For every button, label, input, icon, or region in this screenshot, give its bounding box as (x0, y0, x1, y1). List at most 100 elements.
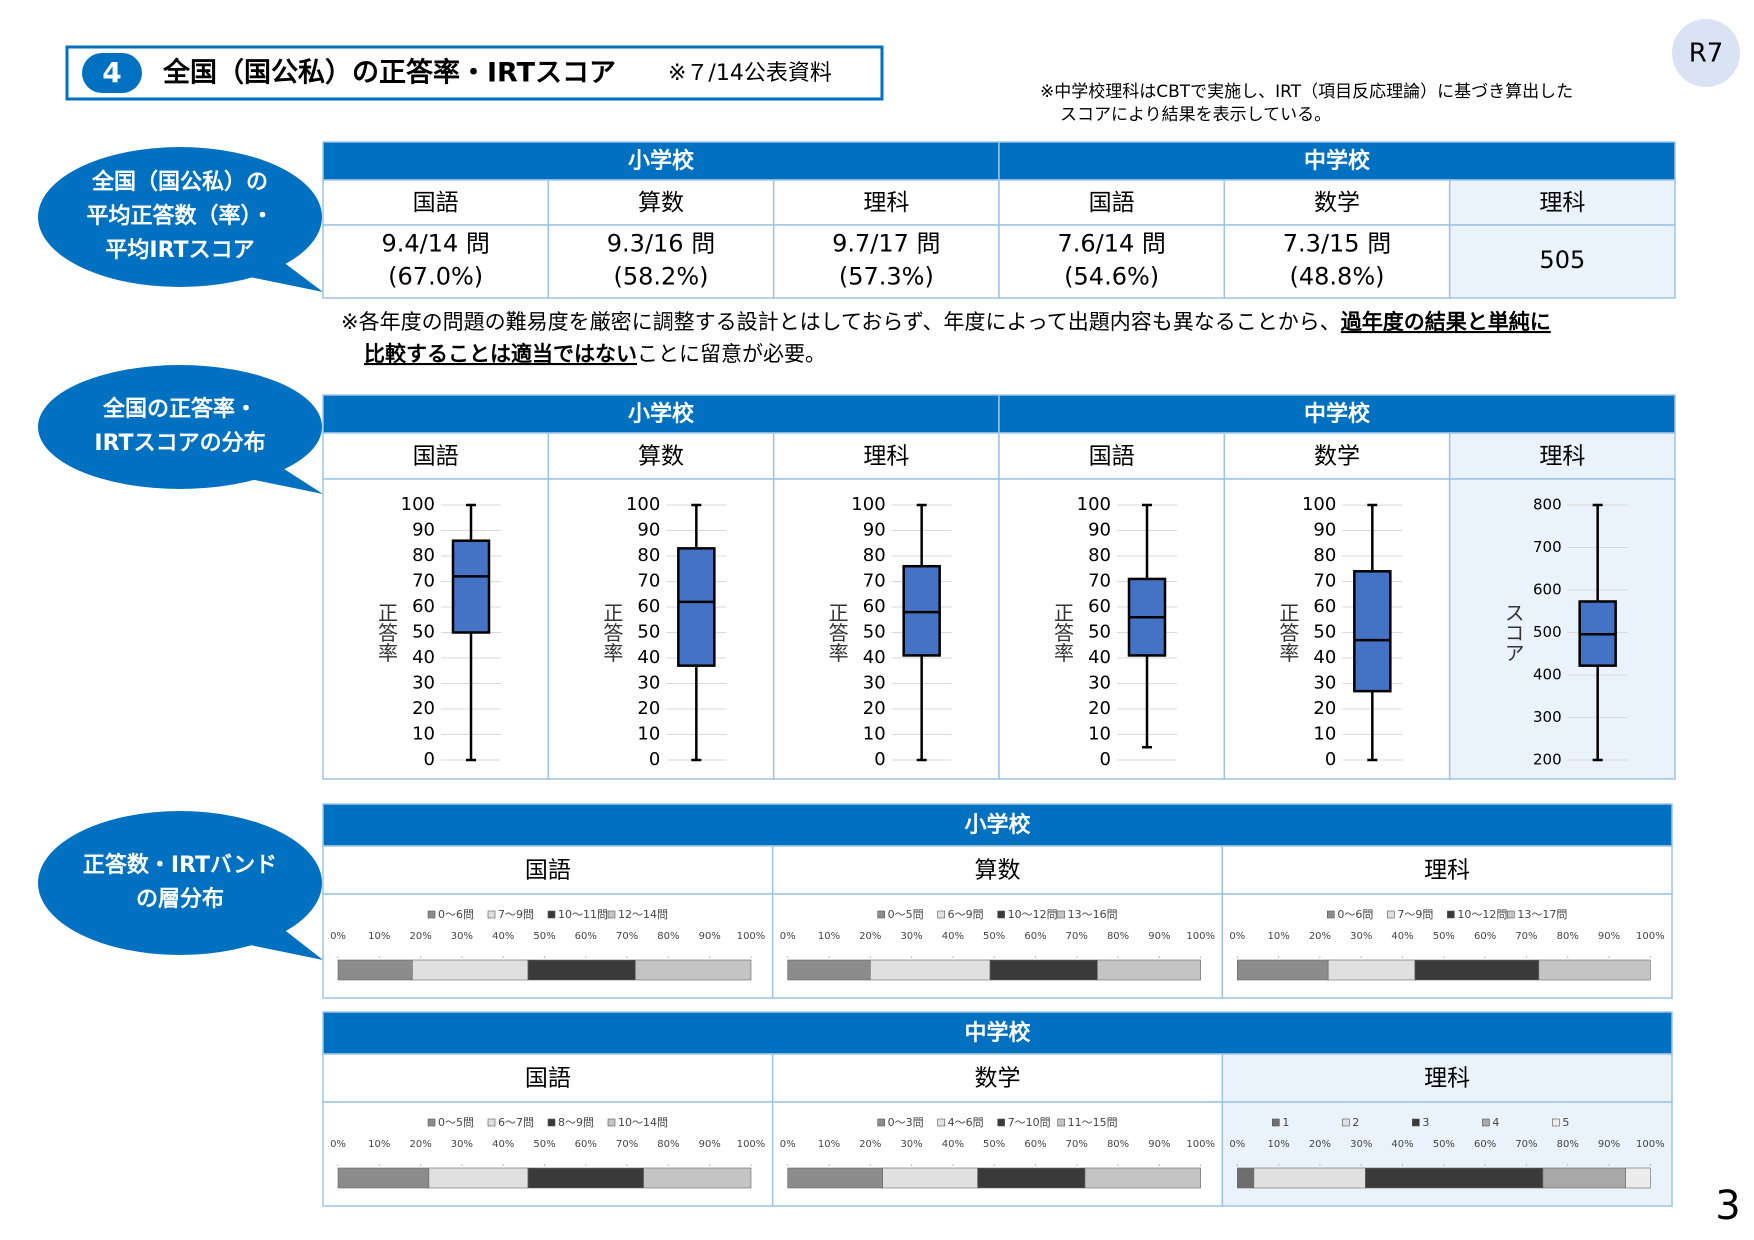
legend-swatch (1342, 1118, 1350, 1127)
table-cell (547, 224, 775, 299)
legend-label: 4 (1492, 1116, 1499, 1129)
chart-cell (771, 1101, 1224, 1207)
subject-header: 国語 (525, 858, 571, 884)
school-header: 中学校 (1304, 401, 1371, 427)
bar-segment (428, 1167, 529, 1189)
bar-segment (787, 959, 871, 981)
x-tick-label: 100% (737, 1139, 766, 1150)
y-tick-label: 20 (412, 698, 435, 719)
y-tick-label: 0 (649, 749, 660, 770)
legend-swatch (487, 910, 496, 919)
caution-text: ことに留意が必要。 (637, 342, 826, 366)
legend-swatch (1507, 910, 1515, 919)
header-cell (322, 803, 1673, 847)
average-value: 7.6/14 問 (1057, 230, 1165, 258)
x-tick-label: 20% (859, 1139, 881, 1150)
y-tick-label: 30 (637, 673, 660, 694)
legend-label: 0～3問 (888, 1116, 924, 1129)
x-tick-label: 0% (1229, 931, 1245, 942)
y-tick-label: 100 (851, 494, 885, 515)
legend-label: 7～9問 (1397, 908, 1433, 921)
legend-swatch (427, 910, 436, 919)
x-tick-label: 40% (1391, 1139, 1413, 1150)
caution-emphasis: 過年度の結果と単純に (1341, 310, 1551, 334)
x-tick-label: 30% (1350, 1139, 1372, 1150)
y-tick-label: 60 (1088, 596, 1111, 617)
header-cell (322, 1011, 1673, 1055)
section-oval (38, 147, 322, 287)
subject-header: 国語 (525, 1066, 571, 1092)
box (451, 539, 491, 634)
bar-segment (1327, 959, 1416, 981)
average-value: 7.3/15 問 (1283, 230, 1391, 258)
x-tick-label: 60% (1474, 931, 1496, 942)
table-cell (998, 432, 1226, 480)
y-tick-label: 40 (1088, 647, 1111, 668)
legend-label: 10～12問 (1457, 908, 1507, 921)
legend-swatch (1387, 910, 1395, 919)
legend-label: 10～12問 (1008, 908, 1058, 921)
x-tick-label: 30% (451, 1139, 473, 1150)
x-tick-label: 10% (818, 931, 840, 942)
x-tick-label: 90% (1598, 1139, 1620, 1150)
bar-segment (643, 1167, 752, 1189)
section-label: の層分布 (136, 886, 224, 912)
school-header: 小学校 (628, 401, 695, 427)
y-tick-label: 30 (412, 673, 435, 694)
x-tick-label: 20% (1309, 931, 1331, 942)
badge: R7 (1689, 39, 1724, 69)
y-tick-label: 50 (412, 622, 435, 643)
table-cell (322, 845, 774, 895)
table-cell (1223, 224, 1451, 299)
x-tick-label: 10% (1268, 931, 1290, 942)
x-tick-label: 40% (492, 931, 514, 942)
chart-cell (322, 1101, 774, 1207)
subject-header: 国語 (413, 190, 459, 216)
x-tick-label: 0% (780, 1139, 796, 1150)
y-tick-label: 50 (637, 622, 660, 643)
page-number: 3 (1715, 1183, 1740, 1229)
x-tick-label: 80% (1107, 1139, 1129, 1150)
x-tick-label: 100% (1186, 1139, 1215, 1150)
y-tick-label: 20 (637, 698, 660, 719)
table-cell (1223, 432, 1451, 480)
legend-label: 11～15問 (1068, 1116, 1118, 1129)
legend-swatch (427, 1118, 436, 1127)
subject-header: 算数 (638, 444, 684, 470)
y-tick-label: 40 (637, 647, 660, 668)
x-tick-label: 10% (368, 931, 390, 942)
subject-header: 理科 (1539, 444, 1585, 470)
y-axis-label: 正答率 (825, 603, 849, 663)
x-tick-label: 0% (330, 931, 346, 942)
chart-cell (771, 893, 1224, 999)
legend-label: 2 (1352, 1116, 1359, 1129)
x-tick-label: 20% (1309, 1139, 1331, 1150)
legend-swatch (1447, 910, 1455, 919)
x-tick-label: 50% (983, 1139, 1005, 1150)
x-tick-label: 0% (330, 1139, 346, 1150)
legend-label: 7～9問 (498, 908, 534, 921)
x-tick-label: 30% (451, 931, 473, 942)
average-value: (57.3%) (839, 263, 934, 291)
y-tick-label: 90 (1313, 520, 1336, 541)
bar-segment (337, 959, 413, 981)
subject-header: 理科 (1539, 190, 1585, 216)
box (677, 547, 716, 667)
legend-label: 1 (1282, 1116, 1289, 1129)
school-header: 中学校 (964, 1020, 1031, 1046)
section-label: 平均IRTスコア (105, 237, 254, 263)
source-note: ※７/14公表資料 (668, 61, 832, 86)
bar-segment (527, 959, 636, 981)
x-tick-label: 70% (1066, 931, 1088, 942)
x-tick-label: 100% (1636, 1139, 1665, 1150)
legend-label: 6～7問 (498, 1116, 534, 1129)
x-tick-label: 100% (1186, 931, 1215, 942)
bar-segment (635, 959, 752, 981)
y-tick-label: 70 (412, 571, 435, 592)
y-tick-label: 300 (1533, 708, 1562, 726)
x-tick-label: 100% (737, 931, 766, 942)
chart-cell (1221, 893, 1673, 999)
table-cell (772, 179, 1000, 226)
x-tick-label: 50% (533, 1139, 555, 1150)
legend-swatch (877, 910, 885, 919)
